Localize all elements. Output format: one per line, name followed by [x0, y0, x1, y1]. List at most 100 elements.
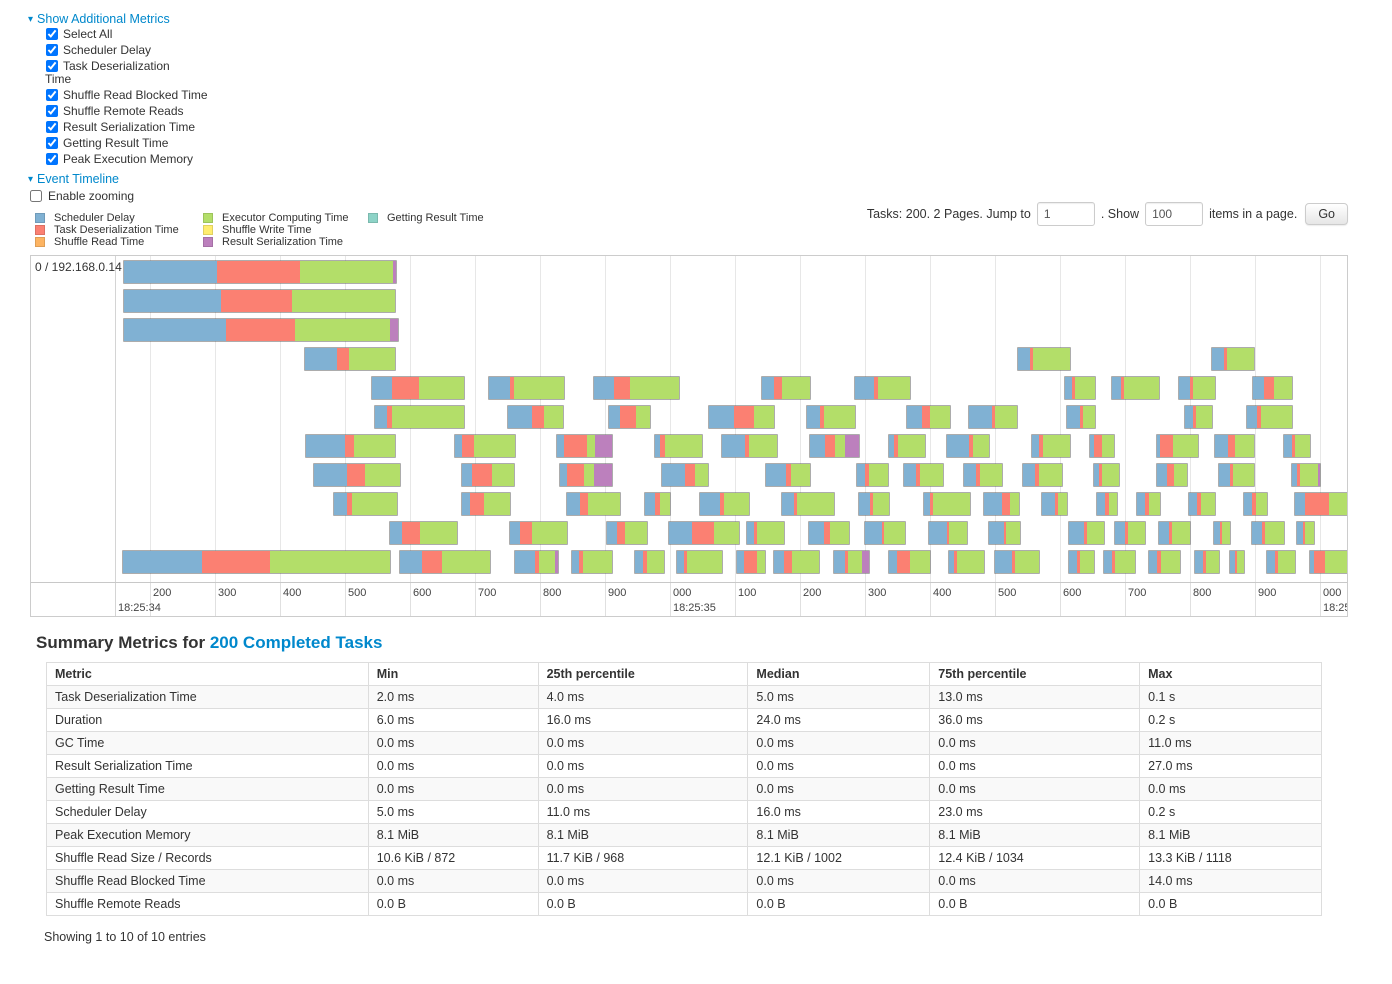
- task-bar[interactable]: [1148, 550, 1181, 574]
- task-bar[interactable]: [963, 463, 1003, 487]
- task-bar[interactable]: [746, 521, 785, 545]
- task-bar[interactable]: [1096, 492, 1118, 516]
- metric-checkbox-shuffle-read-blocked-time[interactable]: Shuffle Read Blocked Time: [45, 89, 208, 102]
- task-bar[interactable]: [676, 550, 723, 574]
- task-bar[interactable]: [1194, 550, 1220, 574]
- metric-checkbox-peak-execution-memory[interactable]: Peak Execution Memory: [45, 153, 205, 166]
- task-bar[interactable]: [983, 492, 1020, 516]
- task-bar[interactable]: [1093, 463, 1120, 487]
- task-bar[interactable]: [461, 492, 511, 516]
- task-bar[interactable]: [1229, 550, 1245, 574]
- task-bar[interactable]: [123, 318, 399, 342]
- task-bar[interactable]: [903, 463, 944, 487]
- task-bar[interactable]: [1309, 550, 1347, 574]
- task-bar[interactable]: [1068, 550, 1095, 574]
- enable-zooming-checkbox[interactable]: [30, 190, 42, 202]
- task-bar[interactable]: [946, 434, 990, 458]
- task-bar[interactable]: [559, 463, 613, 487]
- checkbox-shuffle-read-blocked-time[interactable]: [46, 89, 58, 101]
- task-bar[interactable]: [461, 463, 515, 487]
- checkbox-shuffle-remote-reads[interactable]: [46, 105, 58, 117]
- task-bar[interactable]: [854, 376, 911, 400]
- task-bar[interactable]: [571, 550, 613, 574]
- task-bar[interactable]: [1156, 434, 1199, 458]
- task-bar[interactable]: [122, 550, 391, 574]
- items-per-page-input[interactable]: [1145, 202, 1204, 226]
- task-bar[interactable]: [305, 434, 396, 458]
- jump-to-page-input[interactable]: [1036, 202, 1095, 226]
- task-bar[interactable]: [1243, 492, 1268, 516]
- task-bar[interactable]: [634, 550, 665, 574]
- task-bar[interactable]: [708, 405, 775, 429]
- task-bar[interactable]: [1041, 492, 1068, 516]
- metric-checkbox-shuffle-remote-reads[interactable]: Shuffle Remote Reads: [45, 105, 205, 118]
- task-bar[interactable]: [888, 434, 926, 458]
- task-bar[interactable]: [736, 550, 766, 574]
- task-bar[interactable]: [864, 521, 906, 545]
- task-bar[interactable]: [1246, 405, 1293, 429]
- task-bar[interactable]: [1017, 347, 1071, 371]
- task-bar[interactable]: [906, 405, 951, 429]
- checkbox-peak-execution-memory[interactable]: [46, 153, 58, 165]
- metric-checkbox-scheduler-delay[interactable]: Scheduler Delay: [45, 44, 205, 57]
- task-bar[interactable]: [507, 405, 564, 429]
- task-bar[interactable]: [1156, 463, 1188, 487]
- task-bar[interactable]: [593, 376, 680, 400]
- task-bar[interactable]: [1266, 550, 1296, 574]
- task-bar[interactable]: [808, 521, 850, 545]
- task-bar[interactable]: [1291, 463, 1321, 487]
- task-bar[interactable]: [781, 492, 835, 516]
- task-bar[interactable]: [123, 289, 396, 313]
- enable-zooming-control[interactable]: Enable zooming: [29, 189, 134, 203]
- checkbox-scheduler-delay[interactable]: [46, 44, 58, 56]
- task-bar[interactable]: [858, 492, 890, 516]
- metric-checkbox-select-all[interactable]: Select All: [45, 28, 205, 41]
- task-bar[interactable]: [1089, 434, 1115, 458]
- task-bar[interactable]: [809, 434, 860, 458]
- task-bar[interactable]: [668, 521, 740, 545]
- task-bar[interactable]: [761, 376, 811, 400]
- task-bar[interactable]: [509, 521, 568, 545]
- task-bar[interactable]: [566, 492, 621, 516]
- task-bar[interactable]: [1103, 550, 1136, 574]
- task-bar[interactable]: [721, 434, 778, 458]
- checkbox-getting-result-time[interactable]: [46, 137, 58, 149]
- task-bar[interactable]: [1211, 347, 1255, 371]
- task-bar[interactable]: [833, 550, 870, 574]
- task-bar[interactable]: [923, 492, 971, 516]
- task-bar[interactable]: [333, 492, 398, 516]
- task-bar[interactable]: [1213, 521, 1231, 545]
- task-bar[interactable]: [1064, 376, 1096, 400]
- task-bar[interactable]: [389, 521, 458, 545]
- checkbox-task-deserialization-time[interactable]: [46, 60, 58, 72]
- metric-checkbox-result-serialization-time[interactable]: Result Serialization Time: [45, 121, 205, 134]
- task-bar[interactable]: [1188, 492, 1216, 516]
- metric-checkbox-task-deserialization-time[interactable]: Task Deserialization Time: [45, 60, 175, 86]
- task-bar[interactable]: [488, 376, 565, 400]
- task-bar[interactable]: [556, 434, 613, 458]
- task-bar[interactable]: [1296, 521, 1315, 545]
- task-bar[interactable]: [968, 405, 1018, 429]
- task-bar[interactable]: [1214, 434, 1255, 458]
- task-bar[interactable]: [1136, 492, 1161, 516]
- task-bar[interactable]: [948, 550, 985, 574]
- task-bar[interactable]: [1111, 376, 1160, 400]
- task-bar[interactable]: [1031, 434, 1071, 458]
- task-bar[interactable]: [1283, 434, 1311, 458]
- task-bar[interactable]: [1066, 405, 1096, 429]
- task-bar[interactable]: [699, 492, 750, 516]
- task-bar[interactable]: [773, 550, 820, 574]
- task-bar[interactable]: [606, 521, 648, 545]
- task-bar[interactable]: [304, 347, 396, 371]
- event-timeline-toggle[interactable]: ▾ Event Timeline: [28, 172, 119, 186]
- task-bar[interactable]: [654, 434, 703, 458]
- metric-checkbox-getting-result-time[interactable]: Getting Result Time: [45, 137, 205, 150]
- task-bar[interactable]: [374, 405, 465, 429]
- task-bar[interactable]: [1158, 521, 1191, 545]
- task-bar[interactable]: [608, 405, 651, 429]
- task-bar[interactable]: [661, 463, 709, 487]
- task-bar[interactable]: [514, 550, 559, 574]
- task-bar[interactable]: [928, 521, 968, 545]
- task-bar[interactable]: [1068, 521, 1105, 545]
- task-bar[interactable]: [1218, 463, 1255, 487]
